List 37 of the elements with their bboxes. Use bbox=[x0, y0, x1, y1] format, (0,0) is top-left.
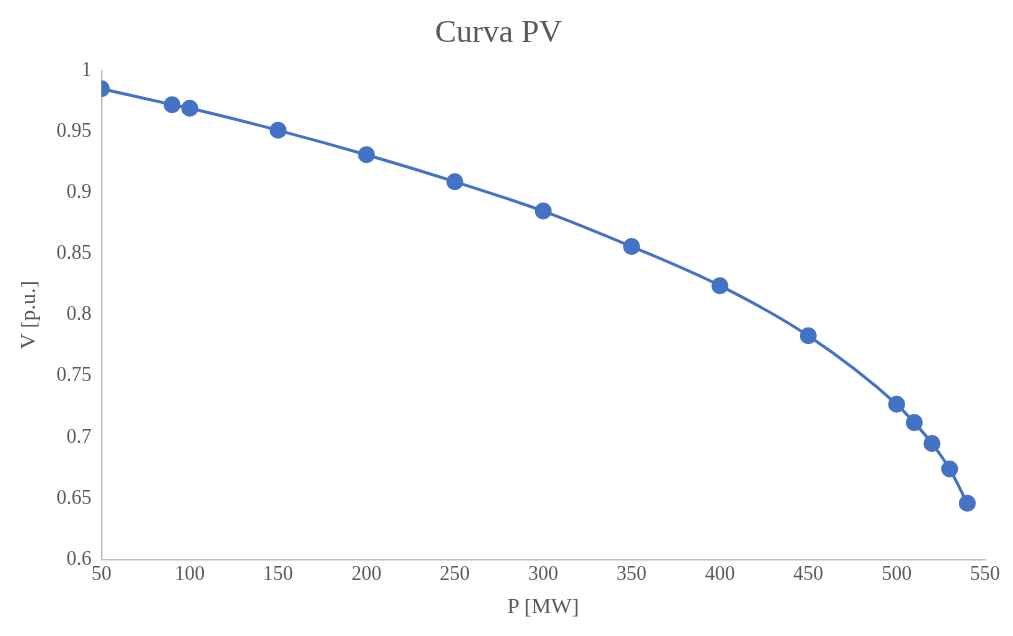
x-tick-label: 300 bbox=[528, 561, 559, 584]
x-tick-label: 200 bbox=[351, 561, 382, 584]
x-tick-label: 350 bbox=[616, 561, 647, 584]
y-tick-label: 0.65 bbox=[56, 485, 92, 508]
x-tick-label: 150 bbox=[263, 561, 294, 584]
x-axis-title: P [MW] bbox=[507, 592, 580, 618]
x-tick-label: 550 bbox=[970, 561, 1000, 584]
x-tick-label: 500 bbox=[881, 561, 912, 584]
y-tick-label: 0.85 bbox=[56, 241, 92, 264]
y-tick-label: 0.95 bbox=[56, 118, 92, 141]
y-tick-label: 0.75 bbox=[56, 363, 92, 386]
y-tick-label: 0.6 bbox=[66, 546, 92, 569]
point bbox=[958, 494, 976, 512]
chart-title: Curva PV bbox=[434, 12, 563, 49]
x-tick-label: 250 bbox=[439, 561, 470, 584]
point bbox=[711, 277, 729, 295]
x-tick-label: 100 bbox=[174, 561, 205, 584]
point bbox=[534, 202, 552, 220]
x-tick-label: 450 bbox=[793, 561, 824, 584]
x-tick-label: 50 bbox=[91, 561, 112, 584]
y-tick-label: 0.8 bbox=[66, 302, 92, 325]
x-tick-label: 400 bbox=[704, 561, 735, 584]
point bbox=[799, 327, 817, 345]
point bbox=[923, 434, 941, 452]
point bbox=[181, 99, 199, 117]
y-tick-label: 0.9 bbox=[66, 179, 92, 202]
point bbox=[905, 414, 923, 432]
y-axis-title: V [p.u.] bbox=[14, 280, 40, 350]
point bbox=[357, 146, 375, 164]
point bbox=[941, 460, 959, 478]
point bbox=[269, 121, 287, 139]
point bbox=[446, 173, 464, 191]
point bbox=[888, 395, 906, 413]
point bbox=[163, 96, 181, 114]
point bbox=[623, 238, 641, 256]
y-tick-label: 0.7 bbox=[66, 424, 92, 447]
y-tick-label: 1 bbox=[81, 57, 92, 80]
